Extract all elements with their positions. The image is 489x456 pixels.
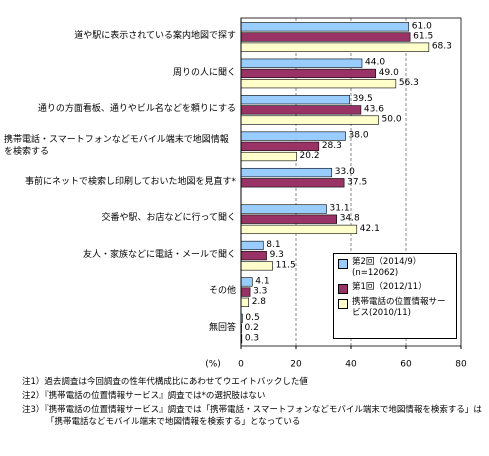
bar [240,32,411,42]
category-label: 携帯電話・スマートフォンなどモバイル端末で地図情報を検索する [4,127,236,163]
x-tick-label: 0 [238,360,244,370]
bar [240,240,264,251]
category-text: その他 [208,286,236,297]
category-label: 事前にネットで検索し印刷しておいた地図を見直す* [4,164,236,200]
category-label: 無回答 [4,310,236,346]
value-label: 28.3 [322,141,342,151]
bar [240,178,345,188]
value-label: 0.3 [245,333,259,343]
legend-item: 携帯電話の位置情報サービス(2010/11) [338,297,452,319]
category-label: 道や駅に表示されている案内地図で探す [4,18,236,54]
category-label: その他 [4,273,236,309]
bar [240,251,267,261]
bar [240,105,362,115]
value-label: 4.1 [255,276,269,286]
value-label: 43.6 [364,104,384,114]
category-label: 周りの人に聞く [4,54,236,90]
value-label: 61.0 [412,21,432,31]
bar [240,95,350,105]
category-text: 友人・家族などに電話・メールで聞く [82,249,236,260]
category-label: 通りの方面看板、通りやビル名などを頼りにする [4,91,236,127]
bar [240,42,430,52]
bar [240,58,363,68]
value-label: 56.3 [399,78,419,88]
category-label: 交番や駅、お店などに行って聞く [4,200,236,236]
legend-swatch [338,259,348,269]
x-tick-label: 40 [345,360,357,370]
value-label: 0.2 [245,323,259,333]
value-label: 33.0 [335,167,355,177]
value-label: 38.0 [349,131,369,141]
bar [240,115,379,125]
value-label: 9.3 [270,250,284,260]
value-label: 31.1 [330,204,350,214]
bar [240,22,410,32]
note: 注1）過去調査は今回調査の性年代構成比にあわせてウエイトバックした値 [22,377,308,387]
bar [240,68,377,79]
value-label: 42.1 [360,224,380,234]
legend-item: 第2回（2014/9）(n=12062) [338,257,452,279]
value-label: 61.5 [413,32,433,42]
legend-text: 携帯電話の位置情報サービス(2010/11) [352,297,446,318]
category-text: 事前にネットで検索し印刷しておいた地図を見直す* [25,176,236,187]
legend: 第2回（2014/9）(n=12062) 第1回（2012/11） 携帯電話の位置情… [333,253,457,339]
x-tick-label: 20 [290,360,302,370]
value-label: 50.0 [382,115,402,125]
legend-swatch [338,284,348,294]
value-label: 11.5 [276,260,296,270]
category-text: 携帯電話・スマートフォンなどモバイル端末で地図情報を検索する [4,134,229,157]
value-label: 0.5 [245,313,259,323]
x-unit: (%) [205,360,221,370]
value-label: 20.2 [300,151,320,161]
x-tick-label: 60 [400,360,412,370]
category-text: 無回答 [208,322,236,333]
bar [240,277,253,287]
note: 注2）『携帯電話の位置情報サービス』調査では*の選択肢はない [22,391,266,401]
bar [240,131,346,141]
legend-text: 第1回（2012/11） [352,282,427,292]
value-label: 2.8 [252,297,267,307]
bar [240,297,249,307]
bar [240,167,333,178]
bar [240,204,327,214]
bar [240,261,273,271]
bar [240,224,358,235]
value-label: 34.8 [340,214,360,224]
value-label: 49.0 [379,68,399,78]
value-label: 37.5 [347,177,367,187]
x-tick-label: 80 [455,360,467,370]
legend-swatch [338,299,348,309]
legend-text: 第2回（2014/9）(n=12062) [352,257,422,278]
note: 注3）『携帯電話の位置情報サービス』調査では「携帯電話・スマートフォンなどモバイ… [22,405,482,427]
value-label: 68.3 [432,42,452,52]
value-label: 44.0 [365,58,385,68]
bar [240,79,397,89]
legend-item: 第1回（2012/11） [338,282,452,294]
category-text: 道や駅に表示されている案内地図で探す [74,31,236,42]
value-label: 3.3 [253,287,267,297]
category-text: 周りの人に聞く [172,67,236,78]
value-label: 39.5 [353,94,373,104]
value-label: 8.1 [266,240,280,250]
category-text: 通りの方面看板、通りやビル名などを頼りにする [37,104,236,115]
bar [240,287,251,297]
category-label: 友人・家族などに電話・メールで聞く [4,237,236,273]
bar [240,141,320,151]
bar [240,214,337,224]
category-text: 交番や駅、お店などに行って聞く [101,213,236,224]
notes: 注1）過去調査は今回調査の性年代構成比にあわせてウエイトバックした値 注2）『携帯… [22,376,482,430]
bar [240,151,297,162]
